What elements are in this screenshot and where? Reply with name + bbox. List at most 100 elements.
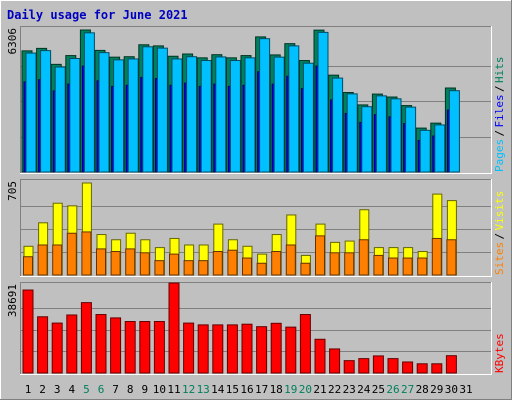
x-tick-label-day-24: 24	[357, 383, 371, 396]
bar-kbytes-day-16	[241, 323, 253, 374]
legend-item-sites: Sites	[493, 242, 506, 275]
bar-pages-day-1	[25, 52, 37, 173]
x-tick-label-day-21: 21	[313, 383, 326, 396]
bar-kbytes-day-25	[372, 355, 384, 374]
bar-sites-day-1	[23, 256, 33, 276]
legend-separator: /	[493, 85, 506, 92]
bar-sites-day-19	[285, 244, 296, 276]
x-tick-label-day-20: 20	[299, 383, 312, 396]
bar-pages-day-9	[142, 46, 154, 173]
bar-kbytes-day-20	[299, 314, 311, 374]
legend-item-kbytes: KBytes	[493, 333, 506, 373]
bar-pages-day-21	[317, 31, 329, 173]
bar-kbytes-day-2	[37, 316, 49, 374]
x-tick-label-day-17: 17	[255, 383, 268, 396]
bar-kbytes-day-11	[168, 282, 180, 374]
bar-pages-day-7	[113, 59, 125, 173]
bar-kbytes-day-9	[139, 321, 151, 374]
x-tick-label-day-19: 19	[284, 383, 297, 396]
bar-pages-day-14	[215, 56, 227, 173]
y-max-label-hits: 6306	[6, 28, 19, 55]
x-tick-label-day-8: 8	[127, 383, 134, 396]
panel-visits: 705 Sites / Visits	[6, 179, 506, 277]
bar-sites-day-24	[358, 239, 369, 276]
bar-pages-day-15	[229, 60, 241, 173]
bar-sites-day-13	[198, 260, 209, 276]
bar-sites-day-28	[417, 257, 428, 276]
bar-sites-day-6	[96, 248, 106, 276]
x-tick-label-day-10: 10	[153, 383, 166, 396]
x-axis-day-labels: 1 2 3 4 5 6 7 8 9 10 11 12 13 14 15 16 17 18 19 20 21 22 23 24 2…	[25, 383, 473, 396]
x-tick-label-day-28: 28	[416, 383, 429, 396]
x-tick-label-day-22: 22	[328, 383, 341, 396]
x-tick-label-day-1: 1	[25, 383, 32, 396]
x-tick-label-day-9: 9	[141, 383, 148, 396]
bar-sites-day-7	[110, 251, 121, 276]
bar-sites-day-22	[329, 252, 340, 276]
bar-kbytes-day-12	[183, 322, 195, 374]
chart-title: Daily usage for June 2021	[7, 8, 188, 22]
bar-pages-day-29	[434, 124, 446, 173]
bar-pages-day-28	[419, 129, 431, 173]
bar-kbytes-day-23	[343, 360, 355, 374]
bar-kbytes-day-24	[358, 358, 370, 374]
bar-pages-day-6	[98, 52, 110, 173]
bar-kbytes-day-30	[445, 355, 457, 374]
bar-kbytes-day-7	[110, 317, 122, 374]
panel-kbytes: 38691 KBytes	[6, 282, 506, 375]
bar-pages-day-18	[273, 56, 285, 173]
legend-separator: /	[493, 233, 506, 240]
x-tick-label-day-15: 15	[226, 383, 239, 396]
bar-kbytes-day-19	[285, 326, 297, 374]
x-tick-label-day-14: 14	[211, 383, 225, 396]
bar-kbytes-day-8	[124, 321, 136, 374]
x-tick-label-day-27: 27	[401, 383, 414, 396]
legend-hits: Pages/Files/Hits	[493, 57, 506, 173]
bar-pages-day-4	[69, 58, 81, 173]
bar-kbytes-day-3	[51, 322, 63, 374]
x-tick-label-day-29: 29	[430, 383, 443, 396]
x-tick-label-day-2: 2	[39, 383, 46, 396]
bar-kbytes-day-15	[226, 324, 238, 374]
bar-pages-day-17	[259, 38, 271, 173]
bar-sites-day-17	[256, 262, 267, 276]
bar-sites-day-10	[154, 260, 165, 276]
bar-sites-day-2	[37, 244, 48, 276]
bar-pages-day-26	[390, 98, 402, 173]
bar-pages-day-8	[127, 58, 139, 173]
bar-pages-day-23	[346, 93, 358, 173]
bar-kbytes-day-18	[270, 322, 282, 374]
bar-pages-day-20	[302, 62, 314, 173]
bar-kbytes-day-5	[80, 302, 92, 374]
bar-kbytes-day-17	[256, 326, 268, 374]
bar-sites-day-25	[373, 254, 384, 276]
bar-kbytes-day-1	[22, 289, 34, 374]
x-tick-label-day-16: 16	[240, 383, 253, 396]
bar-kbytes-day-6	[95, 314, 107, 374]
bar-sites-day-21	[315, 235, 325, 276]
bar-kbytes-day-26	[387, 358, 399, 374]
bar-sites-day-9	[139, 252, 150, 276]
bar-kbytes-day-14	[212, 324, 224, 374]
bar-sites-day-23	[344, 252, 355, 276]
x-tick-label-day-25: 25	[372, 383, 385, 396]
y-max-label-kbytes: 38691	[6, 284, 19, 317]
bar-sites-day-3	[52, 244, 63, 276]
bar-sites-day-16	[242, 257, 252, 276]
bar-sites-day-5	[81, 231, 92, 276]
legend-item-pages: Pages	[493, 139, 506, 172]
x-tick-label-day-7: 7	[112, 383, 119, 396]
bar-pages-day-30	[448, 90, 460, 173]
x-tick-label-day-31: 31	[459, 383, 472, 396]
legend-separator: /	[493, 130, 506, 137]
bar-pages-day-10	[156, 47, 168, 173]
x-tick-label-day-13: 13	[197, 383, 210, 396]
bar-sites-day-14	[212, 251, 223, 276]
y-max-label-visits: 705	[6, 181, 19, 201]
bar-pages-day-19	[288, 45, 300, 173]
bar-sites-day-26	[388, 257, 398, 276]
bar-sites-day-15	[227, 249, 238, 276]
x-tick-label-day-26: 26	[386, 383, 399, 396]
x-tick-label-day-30: 30	[445, 383, 458, 396]
bar-pages-day-2	[40, 50, 52, 173]
